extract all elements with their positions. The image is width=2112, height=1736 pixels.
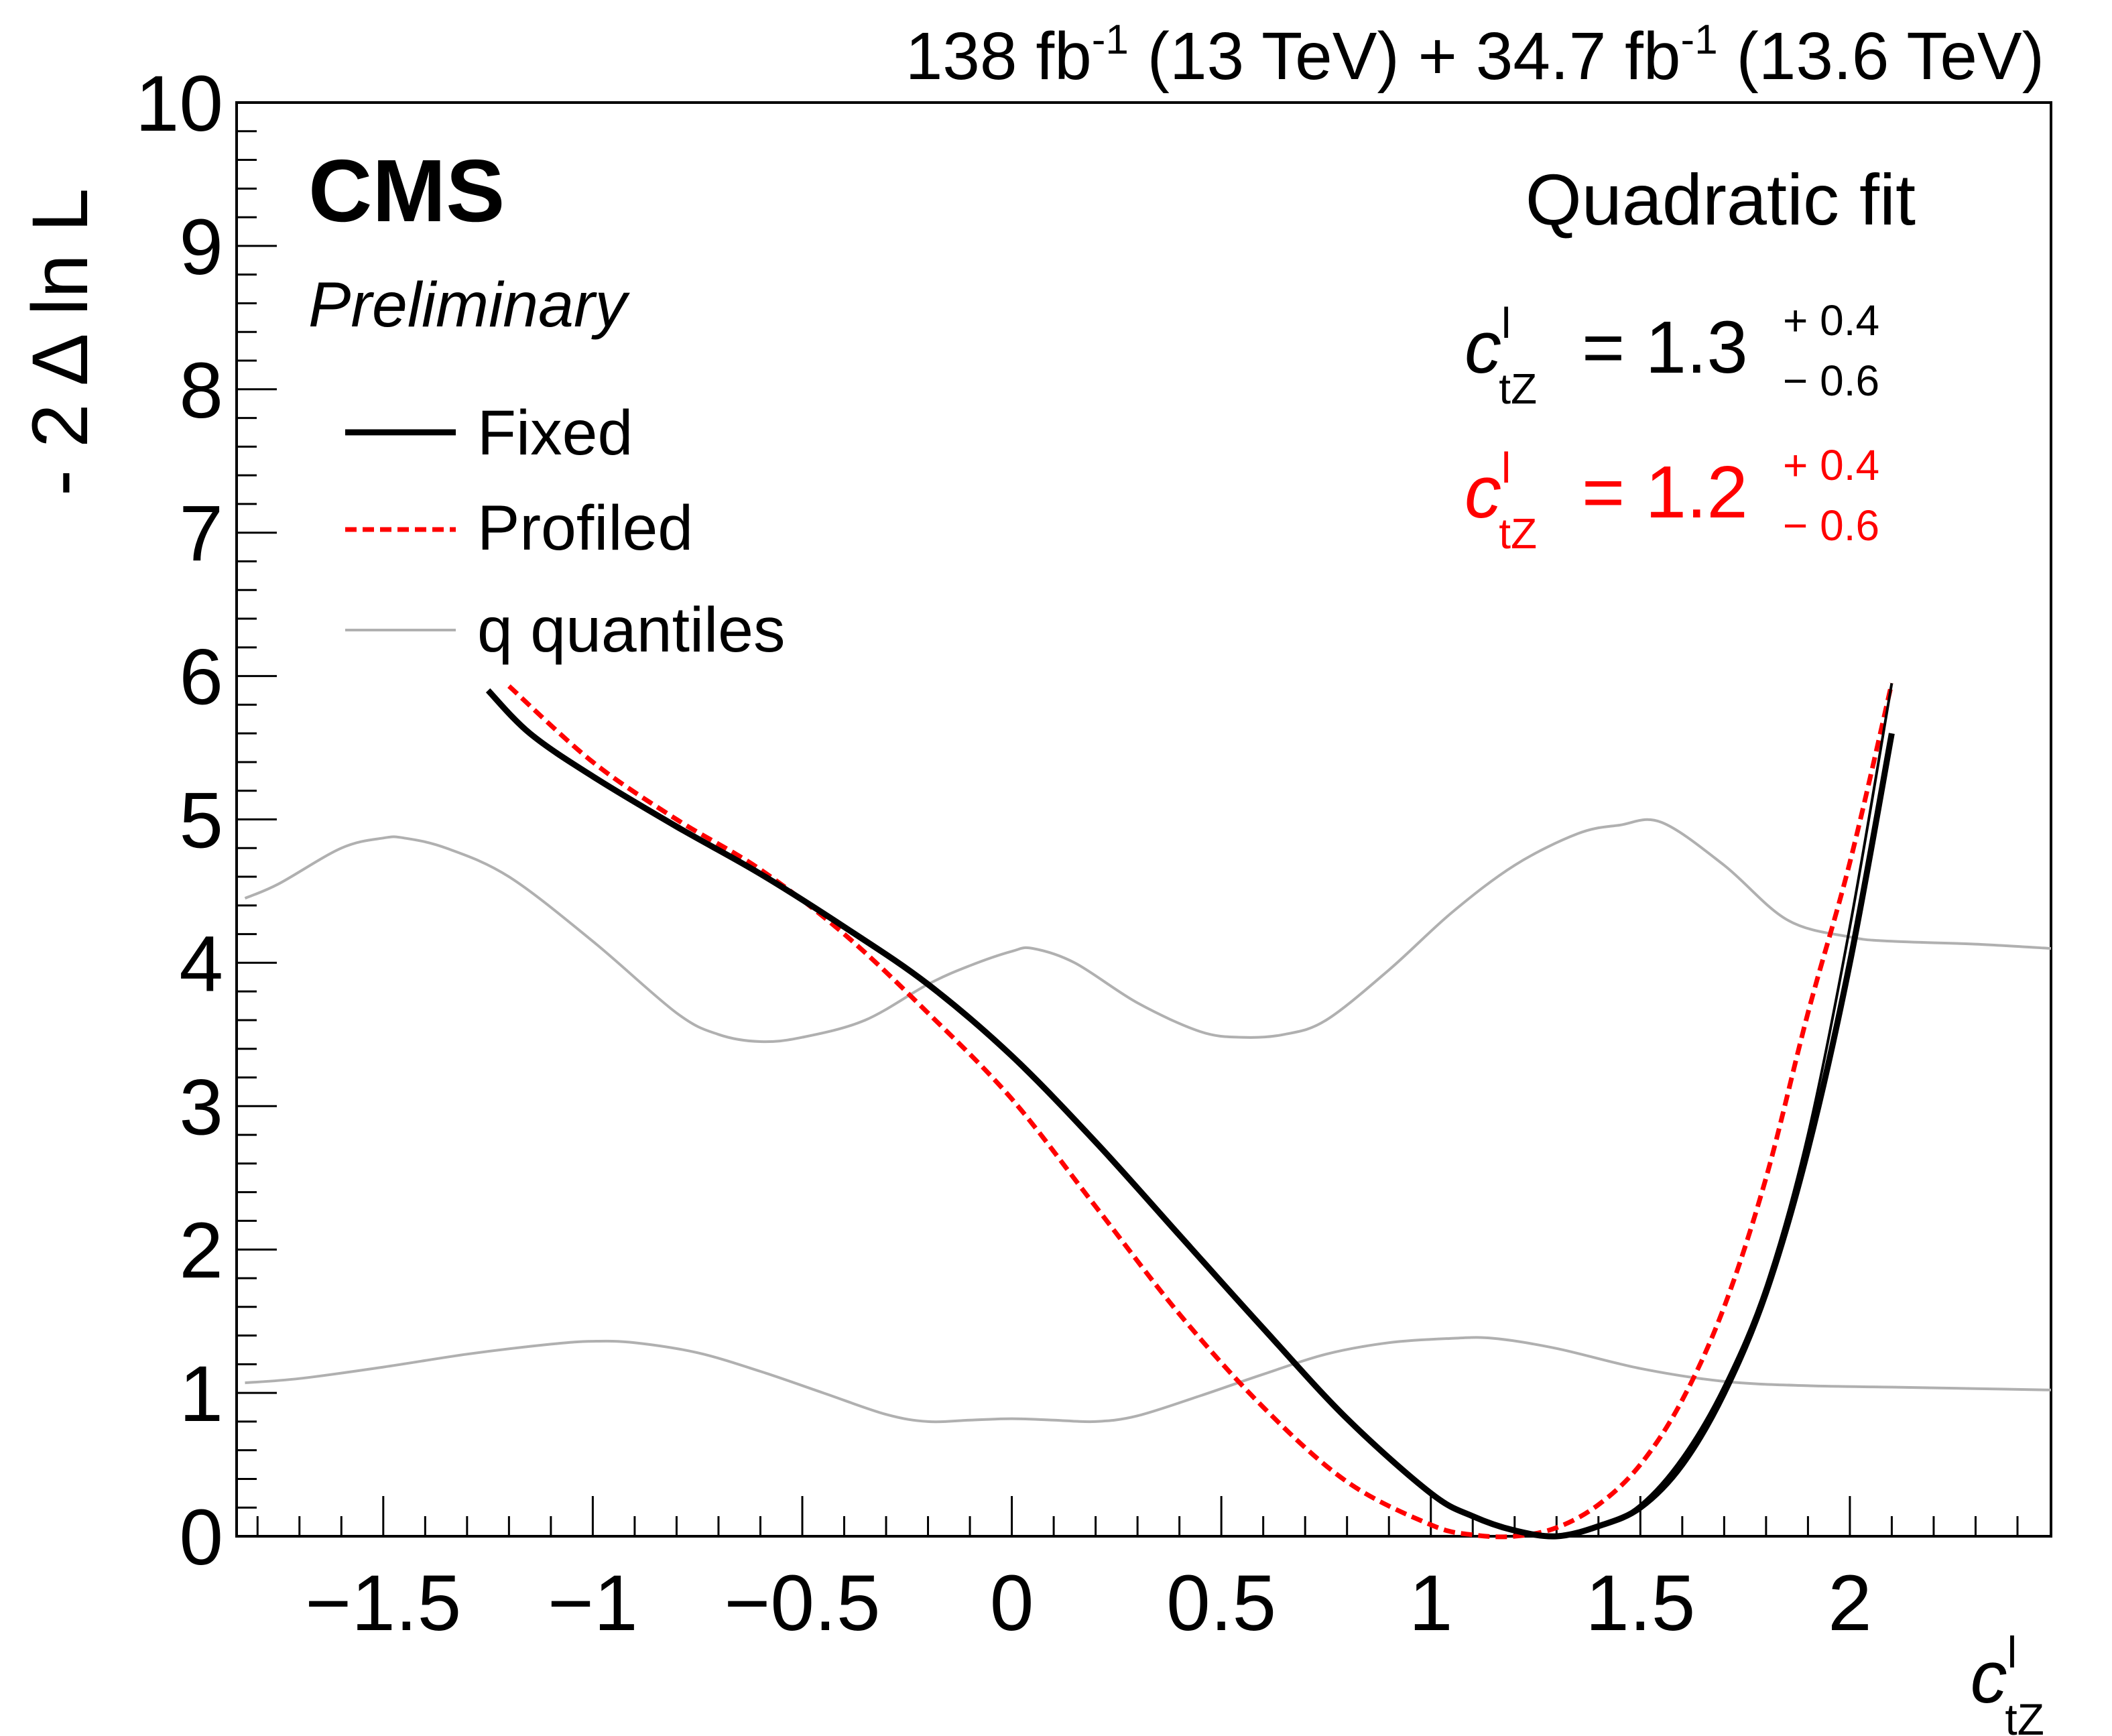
fit-fixed-var-base: c <box>1465 306 1501 389</box>
lumi-a: 138 fb <box>906 19 1092 94</box>
y-tick-label: 4 <box>179 920 223 1008</box>
x-tick-label: −1 <box>548 1559 638 1648</box>
x-tick-label: 2 <box>1828 1559 1872 1648</box>
curves <box>244 682 2052 1540</box>
curve-q-quantile <box>244 818 2052 1044</box>
fit-fixed-var-sub: tZ <box>1499 365 1537 413</box>
lumi-a-exponent: -1 <box>1092 17 1129 63</box>
axis-tick-labels: 0 1 2 3 4 5 6 7 8 9 10 −1.5 −1 −0.5 0 0.5 1 1.5 2 <box>135 60 1872 1648</box>
curve-q-quantile <box>245 1336 2052 1424</box>
cms-label: CMS <box>308 141 505 240</box>
energy-a: (13 TeV) + 34.7 fb <box>1129 19 1681 94</box>
fit-profiled-down: − 0.6 <box>1783 501 1879 550</box>
fit-fixed-var-sup: l <box>1501 299 1511 347</box>
axis-ticks <box>237 101 2019 1538</box>
y-tick-label: 2 <box>179 1206 223 1295</box>
fit-title: Quadratic fit <box>1526 159 1916 240</box>
y-tick-label: 0 <box>179 1493 223 1582</box>
fit-result-profiled: cl tZ = 1.2 + 0.4 − 0.6 <box>1465 441 1879 558</box>
legend: Fixed Profiled q quantiles <box>345 397 786 666</box>
curve-profiled <box>507 682 1894 1540</box>
fit-profiled-var: cl tZ <box>1465 444 1537 558</box>
y-tick-label: 3 <box>179 1063 223 1152</box>
preliminary-label: Preliminary <box>308 269 631 340</box>
lumi-energy-label: 138 fb-1 (13 TeV) + 34.7 fb-1 (13.6 TeV) <box>906 17 2044 94</box>
fit-fixed-up: + 0.4 <box>1783 296 1879 345</box>
fit-fixed-var: cl tZ <box>1465 299 1537 413</box>
y-tick-label: 6 <box>179 633 223 722</box>
curve-fixed <box>485 688 1895 1540</box>
x-tick-label: 1.5 <box>1585 1559 1695 1648</box>
x-tick-label: 0.5 <box>1166 1559 1276 1648</box>
x-tick-label: −1.5 <box>305 1559 461 1648</box>
legend-label-quantiles: q quantiles <box>477 595 786 666</box>
x-axis-label-base: c <box>1971 1636 2007 1719</box>
x-tick-label: 1 <box>1409 1559 1453 1648</box>
x-axis-label-sub: tZ <box>2005 1694 2044 1736</box>
x-tick-label: 0 <box>990 1559 1034 1648</box>
fit-profiled-var-sub: tZ <box>1499 509 1537 558</box>
fit-fixed-value: = 1.3 <box>1582 306 1748 389</box>
y-tick-label: 10 <box>135 60 223 148</box>
x-axis-label-sup: l <box>2007 1627 2017 1677</box>
fit-profiled-var-sup: l <box>1501 444 1511 492</box>
legend-label-profiled: Profiled <box>477 493 693 564</box>
y-tick-label: 1 <box>179 1350 223 1438</box>
curve-fixed-quadratic <box>1556 682 1893 1538</box>
fit-fixed-down: − 0.6 <box>1783 357 1879 405</box>
x-tick-label: −0.5 <box>725 1559 881 1648</box>
x-axis-label: cl tZ <box>1971 1627 2044 1736</box>
y-tick-label: 7 <box>179 490 223 578</box>
y-tick-label: 8 <box>179 347 223 435</box>
lumi-b-exponent: -1 <box>1681 17 1718 63</box>
fit-profiled-value: = 1.2 <box>1582 451 1748 534</box>
y-tick-label: 5 <box>179 777 223 865</box>
legend-label-fixed: Fixed <box>477 397 633 469</box>
fit-profiled-up: + 0.4 <box>1783 441 1879 489</box>
y-axis-label: - 2 Δ ln L <box>16 188 105 496</box>
fit-result-fixed: cl tZ = 1.3 + 0.4 − 0.6 <box>1465 296 1879 413</box>
y-tick-label: 9 <box>179 203 223 292</box>
energy-b: (13.6 TeV) <box>1718 19 2044 94</box>
fit-profiled-var-base: c <box>1465 451 1501 534</box>
